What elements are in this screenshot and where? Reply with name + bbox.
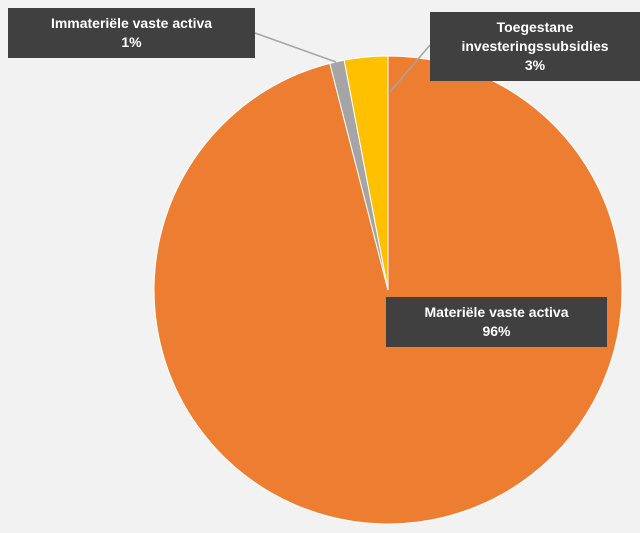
data-label: Toegestane investeringssubsidies 3% bbox=[430, 12, 640, 81]
label-category: Toegestane investeringssubsidies bbox=[461, 19, 609, 54]
data-label: Materiële vaste activa 96% bbox=[386, 297, 607, 347]
leader-line bbox=[389, 44, 431, 93]
data-label: Immateriële vaste activa 1% bbox=[8, 8, 255, 58]
label-value: 96% bbox=[482, 323, 511, 339]
label-value: 1% bbox=[121, 34, 142, 50]
pie-slice bbox=[343, 55, 389, 291]
label-category: Materiële vaste activa bbox=[424, 304, 569, 320]
label-value: 3% bbox=[524, 57, 546, 73]
label-category: Immateriële vaste activa bbox=[50, 15, 213, 31]
leader-line bbox=[254, 32, 337, 63]
